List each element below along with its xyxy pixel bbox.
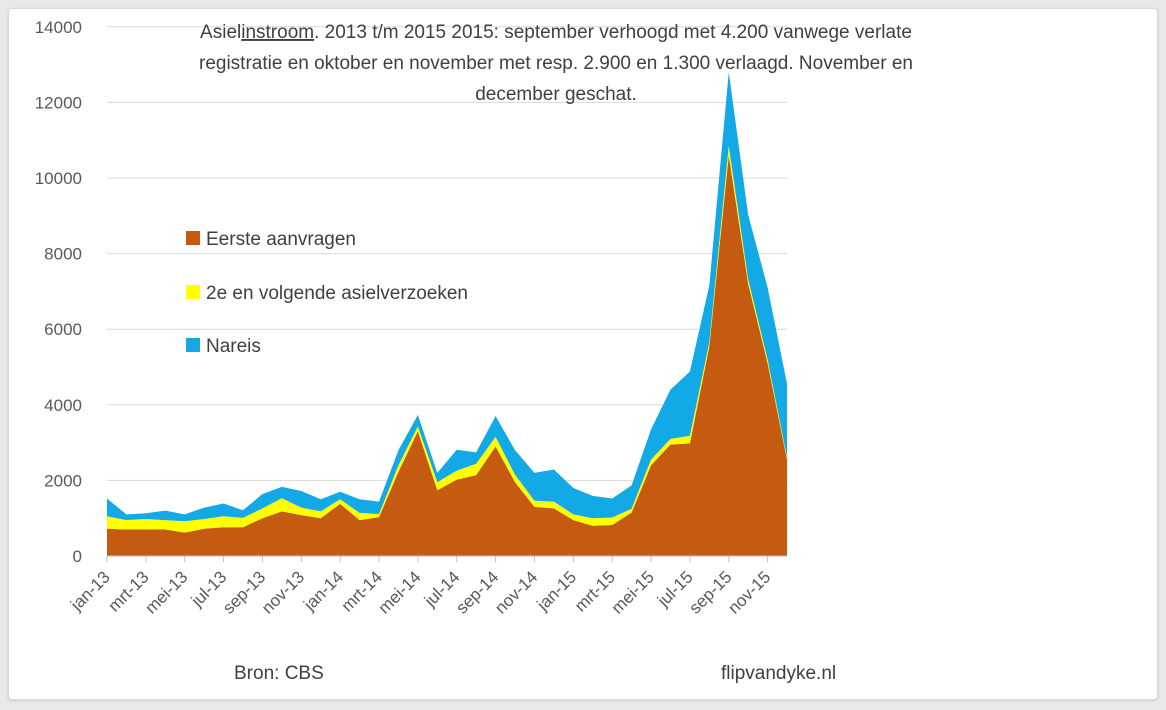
y-tick-label: 0 xyxy=(73,547,82,566)
chart-title-line-2: registratie en oktober en november met r… xyxy=(199,53,913,74)
legend-label: Eerste aanvragen xyxy=(206,229,356,250)
chart-card xyxy=(8,8,1158,700)
x-tick-label: sep-14 xyxy=(452,567,502,617)
y-axis-ticks: 0 2000 4000 6000 8000 10000 12000 14000 xyxy=(35,18,82,566)
y-tick-label: 10000 xyxy=(35,169,82,188)
x-tick-label: mei-13 xyxy=(141,567,191,617)
x-axis-ticks: jan-13mrt-13mei-13jul-13sep-13nov-13jan-… xyxy=(66,556,774,618)
legend-label: 2e en volgende asielverzoeken xyxy=(206,283,468,304)
chart-title-line-1: Asielinstroom. 2013 t/m 2015 2015: septe… xyxy=(200,22,912,43)
x-tick-label: mei-14 xyxy=(375,567,425,617)
x-tick-label: sep-13 xyxy=(219,567,269,617)
area-eerste-aanvragen xyxy=(107,155,788,556)
y-tick-label: 8000 xyxy=(44,245,82,264)
x-tick-label: nov-13 xyxy=(258,567,308,617)
y-tick-label: 14000 xyxy=(35,18,82,37)
source-label: Bron: CBS xyxy=(234,663,324,684)
credit-label: flipvandyke.nl xyxy=(721,663,836,684)
x-tick-label: nov-14 xyxy=(491,567,541,617)
legend-label: Nareis xyxy=(206,336,261,357)
legend-swatch xyxy=(186,231,200,245)
y-tick-label: 6000 xyxy=(44,320,82,339)
x-tick-label: jan-14 xyxy=(299,567,347,615)
legend: Eerste aanvragen 2e en volgende asielverz… xyxy=(186,229,468,357)
legend-swatch xyxy=(186,338,200,352)
chart-title-line-3: december geschat. xyxy=(475,84,637,105)
x-tick-label: sep-15 xyxy=(685,567,735,617)
stacked-areas xyxy=(107,72,788,557)
x-tick-label: jan-15 xyxy=(533,567,581,615)
x-tick-label: nov-15 xyxy=(724,567,774,617)
y-tick-label: 4000 xyxy=(44,396,82,415)
title-rest: . 2013 t/m 2015 2015: september verhoogd… xyxy=(314,22,912,43)
x-tick-label: jan-13 xyxy=(66,567,114,615)
x-tick-label: mei-15 xyxy=(608,567,658,617)
legend-swatch xyxy=(186,285,200,299)
y-tick-label: 12000 xyxy=(35,93,82,112)
y-tick-label: 2000 xyxy=(44,471,82,490)
title-underlined-word: instroom xyxy=(241,22,314,43)
title-prefix: Asiel xyxy=(200,22,241,43)
